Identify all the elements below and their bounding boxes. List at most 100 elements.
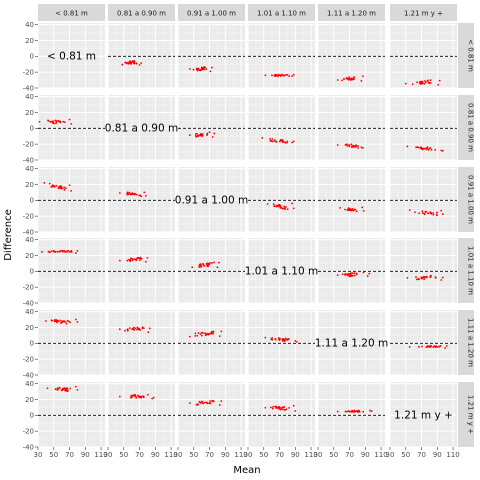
facet-panel	[247, 95, 315, 161]
data-point	[352, 209, 355, 212]
data-point	[271, 338, 274, 341]
y-tick-label: 0	[30, 340, 34, 348]
y-tick-label: 20	[25, 37, 34, 45]
data-point	[440, 279, 443, 281]
data-point	[281, 207, 284, 210]
data-point	[139, 194, 141, 197]
data-point	[423, 80, 426, 82]
panel-background	[390, 167, 457, 232]
data-point	[424, 81, 427, 84]
data-point	[439, 345, 441, 348]
facet-panel	[389, 167, 457, 233]
data-point	[341, 273, 344, 276]
data-point	[277, 337, 280, 339]
data-point	[427, 212, 430, 215]
data-point	[273, 205, 275, 208]
facet-panel	[177, 23, 245, 89]
data-point	[278, 406, 281, 408]
y-tick-label: -40	[23, 84, 34, 92]
data-point	[197, 134, 200, 137]
data-point	[131, 192, 133, 195]
y-tick-label: -20	[23, 69, 34, 77]
facet-panel	[37, 382, 105, 448]
data-point	[283, 408, 286, 411]
diagonal-group-label: 1.11 a 1.20 m	[315, 338, 388, 350]
data-point	[56, 387, 59, 389]
data-point	[55, 319, 58, 321]
panel-background	[318, 310, 385, 375]
data-point	[419, 80, 422, 83]
y-tick-label: 40	[25, 236, 34, 244]
facet-panel	[247, 382, 315, 448]
data-point	[141, 327, 144, 330]
data-point	[126, 329, 129, 332]
data-point	[136, 328, 138, 331]
data-point	[440, 149, 443, 152]
panel-background	[318, 382, 385, 447]
data-point	[63, 188, 66, 191]
data-point	[66, 388, 69, 391]
data-point	[74, 252, 77, 254]
data-point	[188, 402, 191, 404]
data-point	[271, 407, 274, 410]
data-point	[204, 334, 207, 336]
data-point	[264, 74, 267, 77]
data-point	[286, 73, 289, 76]
data-point	[266, 203, 269, 205]
x-tick-label: 90	[221, 451, 230, 459]
data-point	[60, 186, 63, 189]
x-tick-label: 90	[291, 451, 300, 459]
data-point	[346, 144, 349, 147]
data-point	[285, 408, 288, 411]
panels: < 0.81 m 0.81 a 0.90 m 0.91 a 1.00 m 1.01 a…	[37, 23, 457, 448]
facet-panel	[389, 23, 457, 89]
row-strip-bg	[458, 382, 474, 447]
data-point	[283, 207, 286, 210]
data-point	[50, 250, 53, 253]
data-point	[292, 73, 295, 76]
data-point	[76, 249, 79, 252]
data-point	[281, 408, 284, 411]
column-strip-label: < 0.81 m	[55, 10, 88, 18]
facet-panel	[107, 167, 175, 233]
facet-panel	[389, 238, 457, 304]
data-point	[354, 208, 357, 211]
data-point	[52, 249, 55, 252]
data-point	[66, 387, 68, 390]
y-tick-label: -40	[23, 228, 34, 236]
data-point	[48, 182, 51, 185]
y-tick-label: 0	[30, 197, 34, 205]
data-point	[347, 78, 350, 81]
data-point	[424, 210, 427, 213]
data-point	[430, 148, 433, 151]
data-point	[211, 400, 214, 403]
data-point	[264, 336, 267, 339]
y-tick-label: -40	[23, 299, 34, 307]
data-point	[194, 332, 197, 335]
panel-background	[248, 23, 315, 88]
diagonal-group-label: 1.21 m y +	[394, 410, 453, 422]
panel-background	[108, 23, 175, 88]
column-strip-label: 1.21 m y +	[404, 10, 443, 18]
data-point	[212, 330, 215, 333]
data-point	[355, 210, 358, 213]
data-point	[422, 275, 425, 278]
data-point	[202, 331, 204, 334]
data-point	[295, 341, 298, 343]
data-point	[281, 338, 283, 341]
column-strips: < 0.81 m 0.81 a 0.90 m 0.91 a 1.00 m 1.01 a…	[38, 4, 457, 21]
data-point	[130, 257, 132, 260]
data-point	[284, 141, 287, 144]
x-tick-label: 50	[329, 451, 338, 459]
data-point	[277, 75, 280, 77]
data-point	[137, 394, 139, 397]
data-point	[440, 209, 443, 212]
x-tick-label: 90	[361, 451, 370, 459]
data-point	[429, 346, 432, 348]
data-point	[131, 258, 134, 260]
data-point	[128, 327, 131, 330]
x-tick-label: 50	[49, 451, 58, 459]
data-point	[188, 335, 191, 338]
data-point	[70, 122, 73, 125]
data-point	[408, 209, 411, 211]
